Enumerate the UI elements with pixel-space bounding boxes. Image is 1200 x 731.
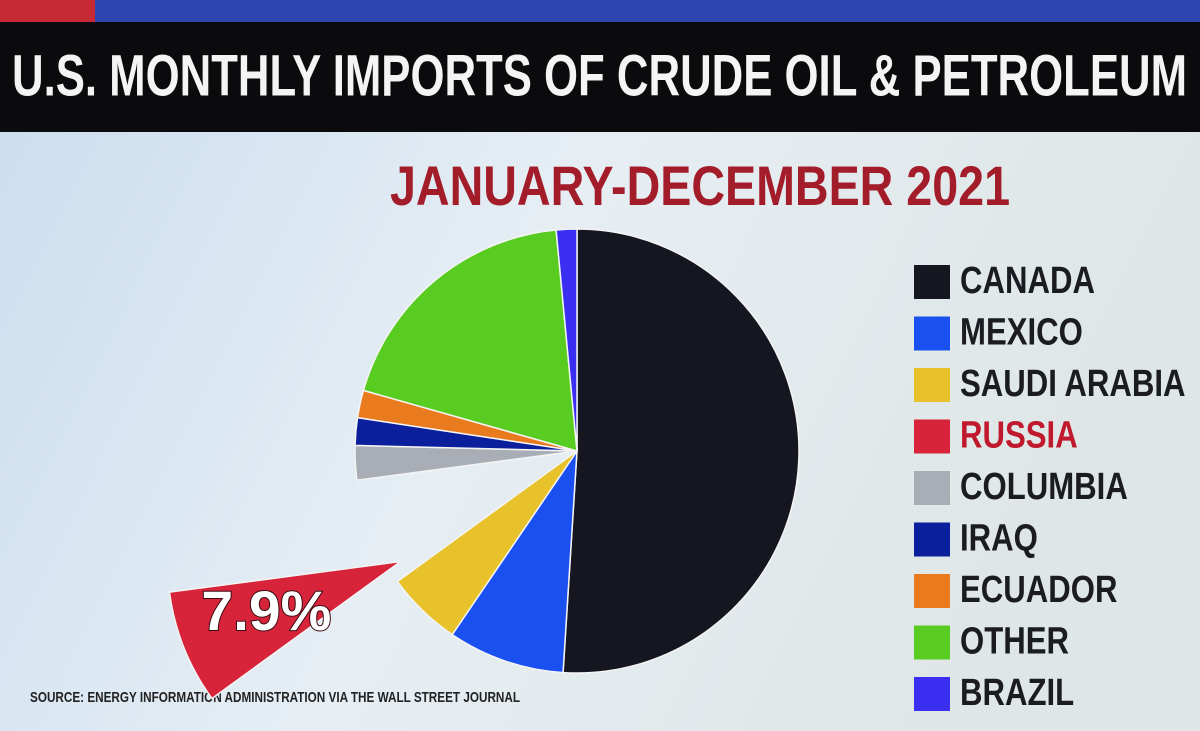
legend-label: ECUADOR bbox=[960, 569, 1117, 611]
legend-swatch bbox=[914, 625, 950, 660]
legend-swatch bbox=[914, 265, 950, 299]
legend-swatch bbox=[914, 368, 950, 402]
pie-slice bbox=[396, 450, 578, 636]
legend-label: SAUDI ARABIA bbox=[960, 363, 1186, 405]
top-strip bbox=[0, 0, 1200, 24]
legend-swatch bbox=[914, 316, 950, 351]
value-label: 7.9% bbox=[201, 579, 331, 642]
pie-slice bbox=[562, 228, 800, 674]
pie-slice bbox=[451, 448, 578, 674]
pie-slice bbox=[555, 228, 578, 452]
pie: 7.9% bbox=[168, 228, 800, 700]
legend-label: BRAZIL bbox=[960, 672, 1074, 714]
top-strip-accent bbox=[0, 0, 95, 24]
chart-subtitle: JANUARY-DECEMBER 2021 bbox=[390, 154, 1010, 217]
legend-swatch bbox=[914, 471, 950, 505]
legend-swatch bbox=[914, 677, 950, 711]
source-note: SOURCE: ENERGY INFORMATION ADMINISTRATIO… bbox=[30, 689, 520, 706]
legend-label: CANADA bbox=[960, 260, 1095, 302]
pie-slice bbox=[168, 560, 402, 700]
legend-swatch bbox=[914, 419, 950, 454]
legend: CANADA MEXICO SAUDI ARABIA RUSSIA COLUMBIA IR… bbox=[914, 260, 1186, 714]
pie-slice bbox=[362, 229, 578, 453]
legend-label: OTHER bbox=[960, 621, 1069, 663]
legend-label: IRAQ bbox=[960, 518, 1038, 560]
legend-swatch bbox=[914, 522, 950, 557]
title-bar bbox=[0, 22, 1200, 132]
legend-swatch bbox=[914, 574, 950, 608]
legend-label: MEXICO bbox=[960, 312, 1083, 354]
legend-label: COLUMBIA bbox=[960, 466, 1128, 508]
legend-label: RUSSIA bbox=[960, 415, 1078, 457]
chart-title: U.S. MONTHLY IMPORTS OF CRUDE OIL & PETR… bbox=[12, 43, 1187, 108]
